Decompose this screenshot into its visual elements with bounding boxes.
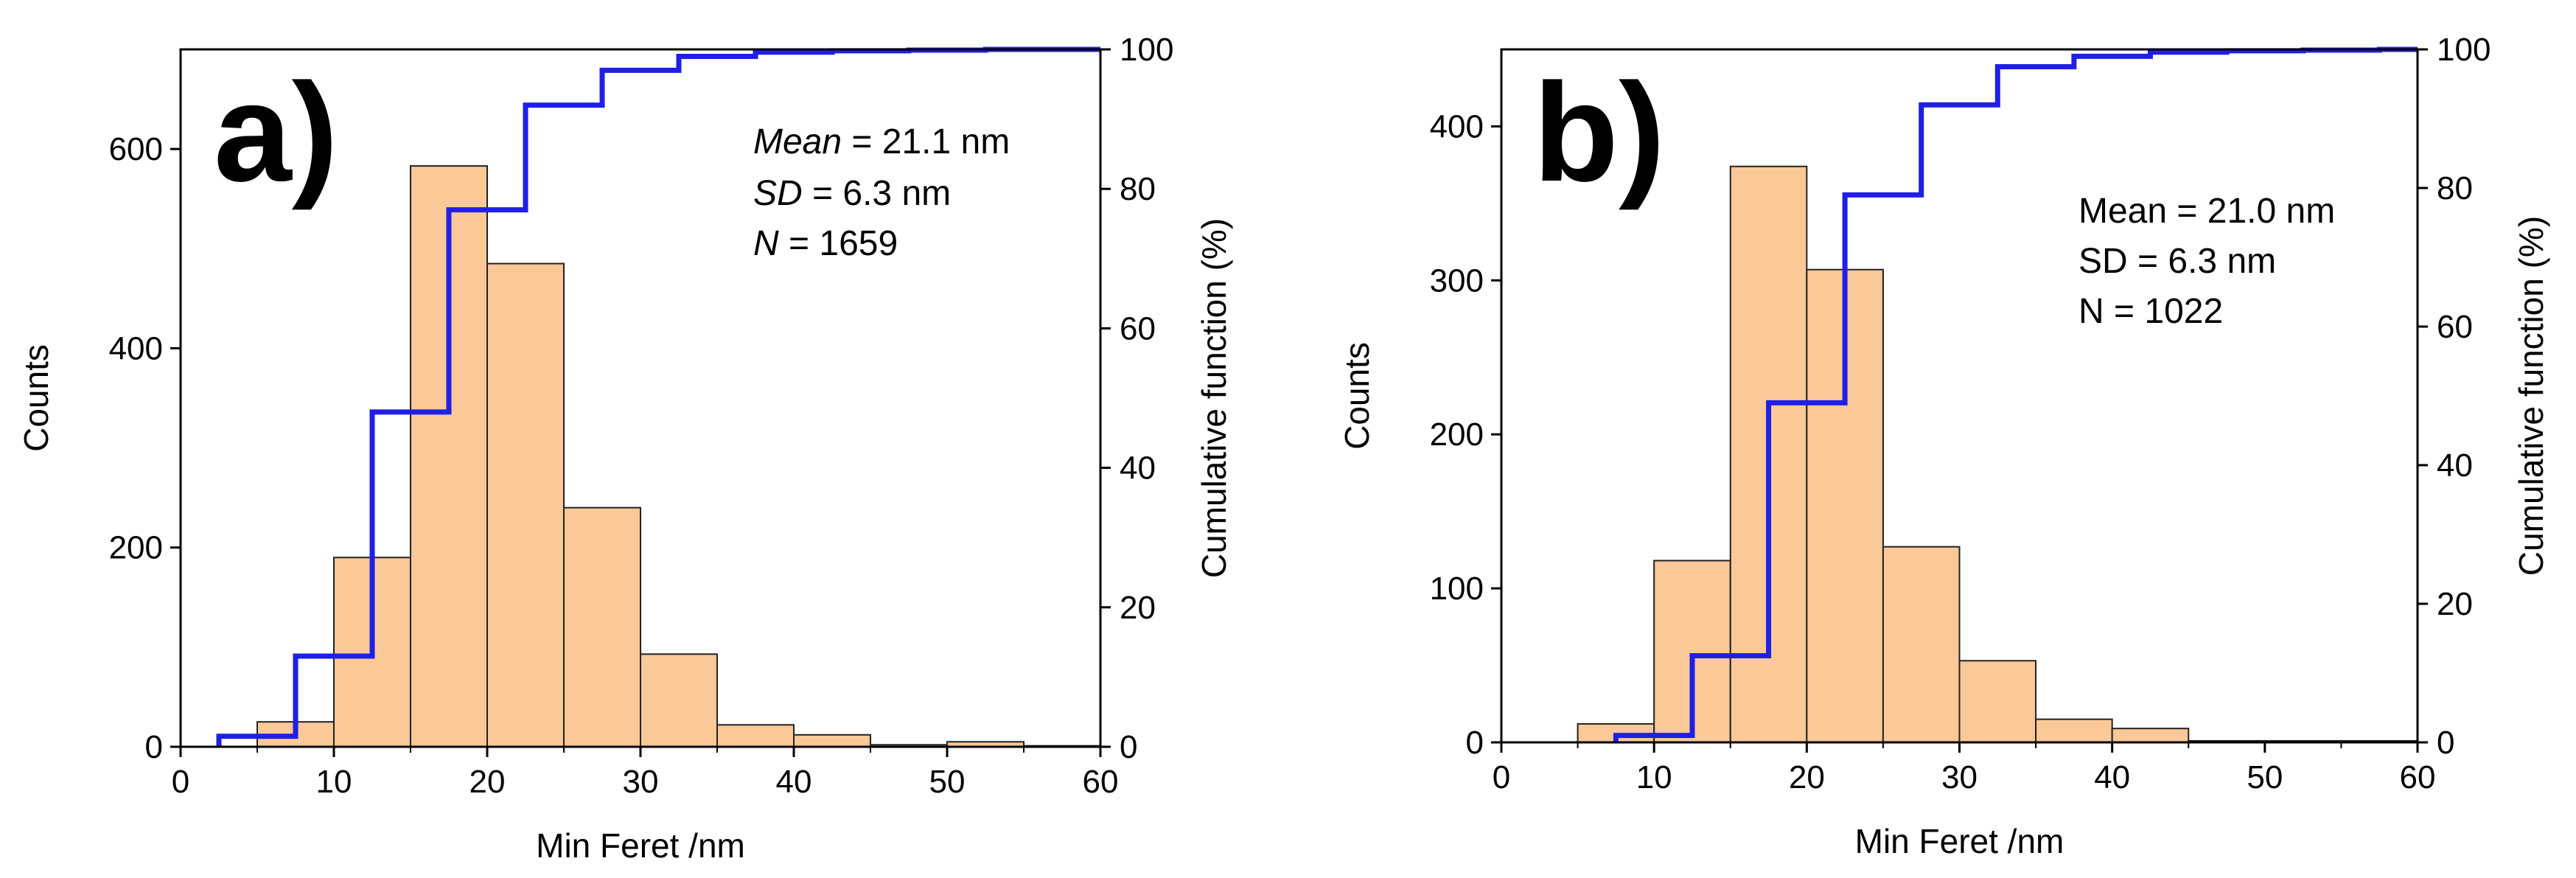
x-tick-label: 10: [1636, 759, 1672, 795]
histogram-bar: [640, 653, 718, 748]
y-tick-label: 0: [1466, 725, 1484, 761]
x-axis-title: Min Feret /nm: [1855, 822, 2064, 860]
y2-tick-label: 20: [1120, 590, 1156, 626]
y-tick-label: 400: [1430, 108, 1484, 144]
y2-tick-label: 60: [1120, 310, 1156, 346]
y2-axis-title: Cumulative function (%): [1195, 218, 1233, 578]
x-tick-label: 30: [623, 764, 659, 800]
x-tick-label: 30: [1941, 759, 1978, 795]
panel-letter: b): [1533, 55, 1665, 211]
y-tick-label: 200: [1430, 417, 1484, 453]
y-tick-label: 400: [109, 330, 163, 366]
x-tick-label: 40: [776, 764, 812, 800]
y-tick-label: 200: [109, 530, 163, 566]
y2-tick-label: 60: [2437, 309, 2473, 345]
y2-tick-label: 40: [1120, 450, 1156, 487]
y2-tick-label: 100: [2437, 32, 2491, 68]
y-tick-label: 600: [109, 131, 163, 167]
y2-tick-label: 80: [1120, 171, 1156, 207]
histogram-bar: [2035, 718, 2113, 744]
histogram-bar: [1882, 546, 1961, 743]
panel-b: 0 10 20 30 40 50 600100200300400020406080100Mi…: [1338, 32, 2550, 860]
x-tick-label: 0: [172, 764, 189, 800]
y2-tick-label: 0: [2437, 725, 2454, 761]
y2-tick-label: 0: [1120, 729, 1137, 765]
y2-tick-label: 100: [1120, 32, 1173, 68]
y-axis-title: Counts: [1338, 342, 1376, 450]
histogram-bar: [716, 724, 795, 748]
y2-tick-label: 80: [2437, 170, 2473, 206]
x-tick-label: 50: [2247, 759, 2283, 795]
x-tick-label: 0: [1493, 759, 1510, 795]
stat-annotation: Mean = 21.0 nm: [2078, 192, 2335, 231]
histogram-bar: [2111, 728, 2190, 744]
stat-annotation: N = 1659: [753, 224, 898, 263]
x-tick-label: 60: [1083, 764, 1119, 800]
panel-letter: a): [214, 55, 338, 211]
x-tick-label: 50: [929, 764, 966, 800]
y-tick-label: 300: [1430, 262, 1484, 299]
y-axis-title: Counts: [17, 344, 55, 452]
stat-annotation: SD = 6.3 nm: [753, 174, 951, 213]
y-tick-label: 100: [1430, 571, 1484, 607]
stat-annotation: N = 1022: [2078, 292, 2223, 331]
stat-annotation: Mean = 21.1 nm: [753, 122, 1010, 161]
x-tick-label: 60: [2400, 759, 2436, 795]
x-tick-label: 20: [470, 764, 506, 800]
histogram-bar: [563, 506, 641, 748]
x-tick-label: 20: [1789, 759, 1825, 795]
y2-tick-label: 20: [2437, 586, 2473, 622]
cumulative-line: [1613, 46, 2418, 742]
x-tick-label: 10: [316, 764, 352, 800]
y2-tick-label: 40: [2437, 447, 2473, 484]
histogram-bar: [1958, 660, 2037, 743]
y2-axis-title: Cumulative function (%): [2512, 216, 2550, 576]
histogram-bar: [486, 262, 565, 748]
x-axis-title: Min Feret /nm: [536, 826, 745, 865]
y-tick-label: 0: [145, 729, 163, 765]
histogram-bar: [793, 734, 871, 748]
stat-annotation: SD = 6.3 nm: [2078, 242, 2276, 281]
x-tick-label: 40: [2094, 759, 2130, 795]
